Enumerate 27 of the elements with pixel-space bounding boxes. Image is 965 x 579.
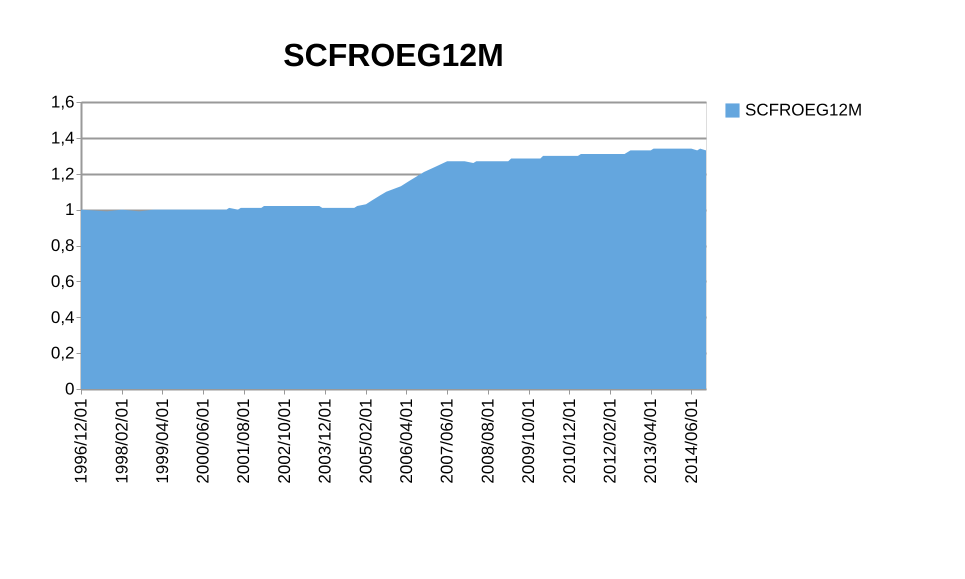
x-tick-label: 2006/04/01 xyxy=(396,398,416,484)
x-tick-label: 2014/06/01 xyxy=(682,398,701,484)
x-tick-label: 2000/06/01 xyxy=(194,398,213,484)
x-tick-label: 1999/04/01 xyxy=(152,398,172,484)
chart-title: SCFROEG12M xyxy=(283,37,504,73)
legend-label: SCFROEG12M xyxy=(745,100,862,120)
y-tick-label: 1,6 xyxy=(50,92,74,112)
x-tick-label: 1998/02/01 xyxy=(112,398,132,484)
x-tick-label: 2008/08/01 xyxy=(478,398,498,484)
y-tick-label: 0,2 xyxy=(50,344,74,363)
x-tick-label: 2013/04/01 xyxy=(641,398,660,484)
x-tick-label: 1996/12/01 xyxy=(72,398,90,484)
y-tick-label: 0 xyxy=(65,380,74,398)
x-tick-label: 2001/08/01 xyxy=(234,398,254,484)
x-tick-label: 2005/02/01 xyxy=(356,398,376,484)
y-tick-label: 0,6 xyxy=(50,272,74,291)
x-tick-label: 2010/12/01 xyxy=(560,398,579,484)
y-tick-label: 1,4 xyxy=(50,128,74,148)
x-tick-label: 2007/06/01 xyxy=(438,398,457,484)
y-tick-label: 0,4 xyxy=(50,308,74,327)
y-tick-label: 0,8 xyxy=(50,236,74,255)
x-tick-label: 2012/02/01 xyxy=(600,398,620,484)
x-tick-label: 2003/12/01 xyxy=(316,398,335,484)
x-tick-label: 2009/10/01 xyxy=(519,398,538,484)
y-tick-label: 1,2 xyxy=(50,164,74,184)
y-tick-label: 1 xyxy=(65,200,74,220)
x-tick-label: 2002/10/01 xyxy=(274,398,294,484)
